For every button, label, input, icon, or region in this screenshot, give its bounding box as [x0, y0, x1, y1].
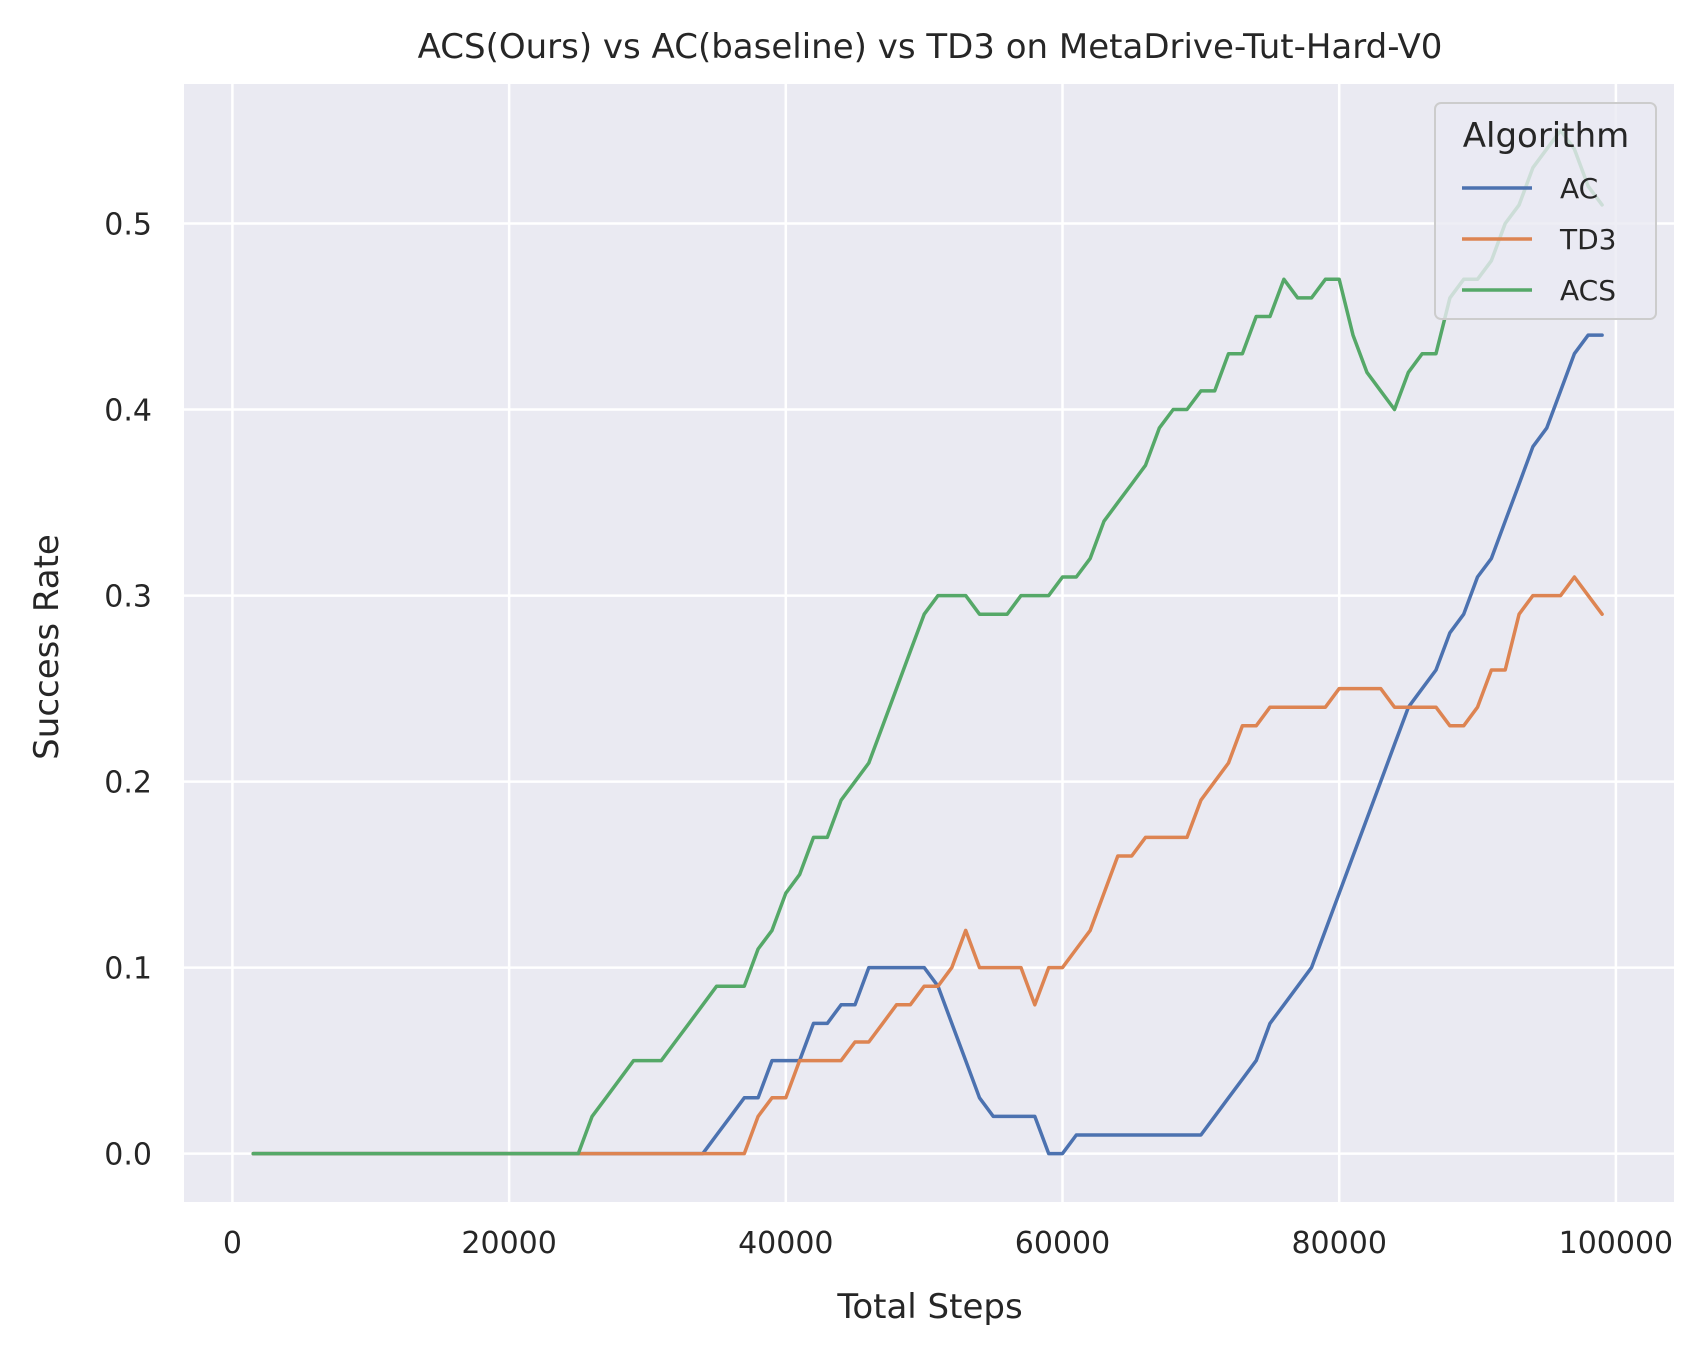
y-tick-labels: 0.0 0.1 0.2 0.3 0.4 0.5	[104, 208, 152, 1173]
y-tick-label: 0.2	[104, 766, 152, 801]
legend-label-acs: ACS	[1560, 274, 1616, 307]
plot-area	[184, 84, 1674, 1202]
series-lines	[251, 128, 1604, 1156]
x-tick-label: 20000	[461, 1226, 556, 1261]
x-tick-label: 100000	[1559, 1226, 1674, 1261]
x-tick-labels: 0 20000 40000 60000 80000 100000	[223, 1226, 1673, 1261]
x-tick-label: 80000	[1291, 1226, 1386, 1261]
x-tick-label: 40000	[738, 1226, 833, 1261]
y-axis-label: Success Rate	[27, 534, 67, 760]
y-tick-label: 0.1	[104, 952, 152, 987]
x-tick-label: 0	[223, 1226, 242, 1261]
y-tick-label: 0.5	[104, 208, 152, 243]
x-tick-label: 60000	[1015, 1226, 1110, 1261]
series-line-ac	[251, 333, 1604, 1156]
chart-title: ACS(Ours) vs AC(baseline) vs TD3 on Meta…	[418, 27, 1443, 67]
series-line-td3	[251, 575, 1604, 1156]
legend-title: Algorithm	[1463, 116, 1630, 156]
y-tick-label: 0.0	[104, 1138, 152, 1173]
y-tick-label: 0.3	[104, 580, 152, 615]
legend-label-td3: TD3	[1559, 223, 1616, 256]
legend-label-ac: AC	[1560, 172, 1598, 205]
x-axis-label: Total Steps	[836, 1287, 1022, 1327]
legend: Algorithm AC TD3 ACS	[1434, 102, 1657, 320]
legend-box	[1434, 102, 1657, 320]
y-tick-label: 0.4	[104, 394, 152, 429]
grid-lines	[184, 84, 1674, 1202]
series-line-acs	[251, 128, 1604, 1156]
